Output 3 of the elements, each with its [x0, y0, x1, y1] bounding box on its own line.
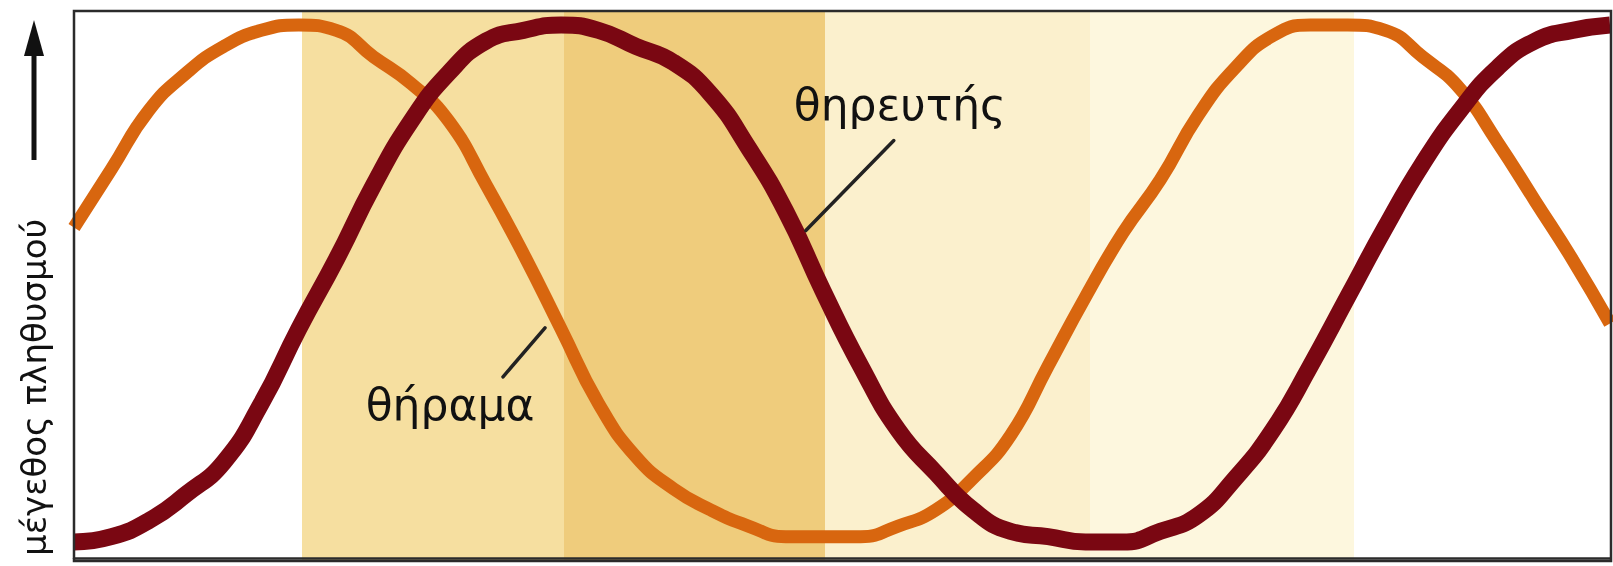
series-label: θήραμα: [365, 379, 535, 431]
y-axis-title: μέγεθος πληθυσμού: [13, 218, 55, 556]
series-label: θηρευτής: [793, 79, 1006, 131]
